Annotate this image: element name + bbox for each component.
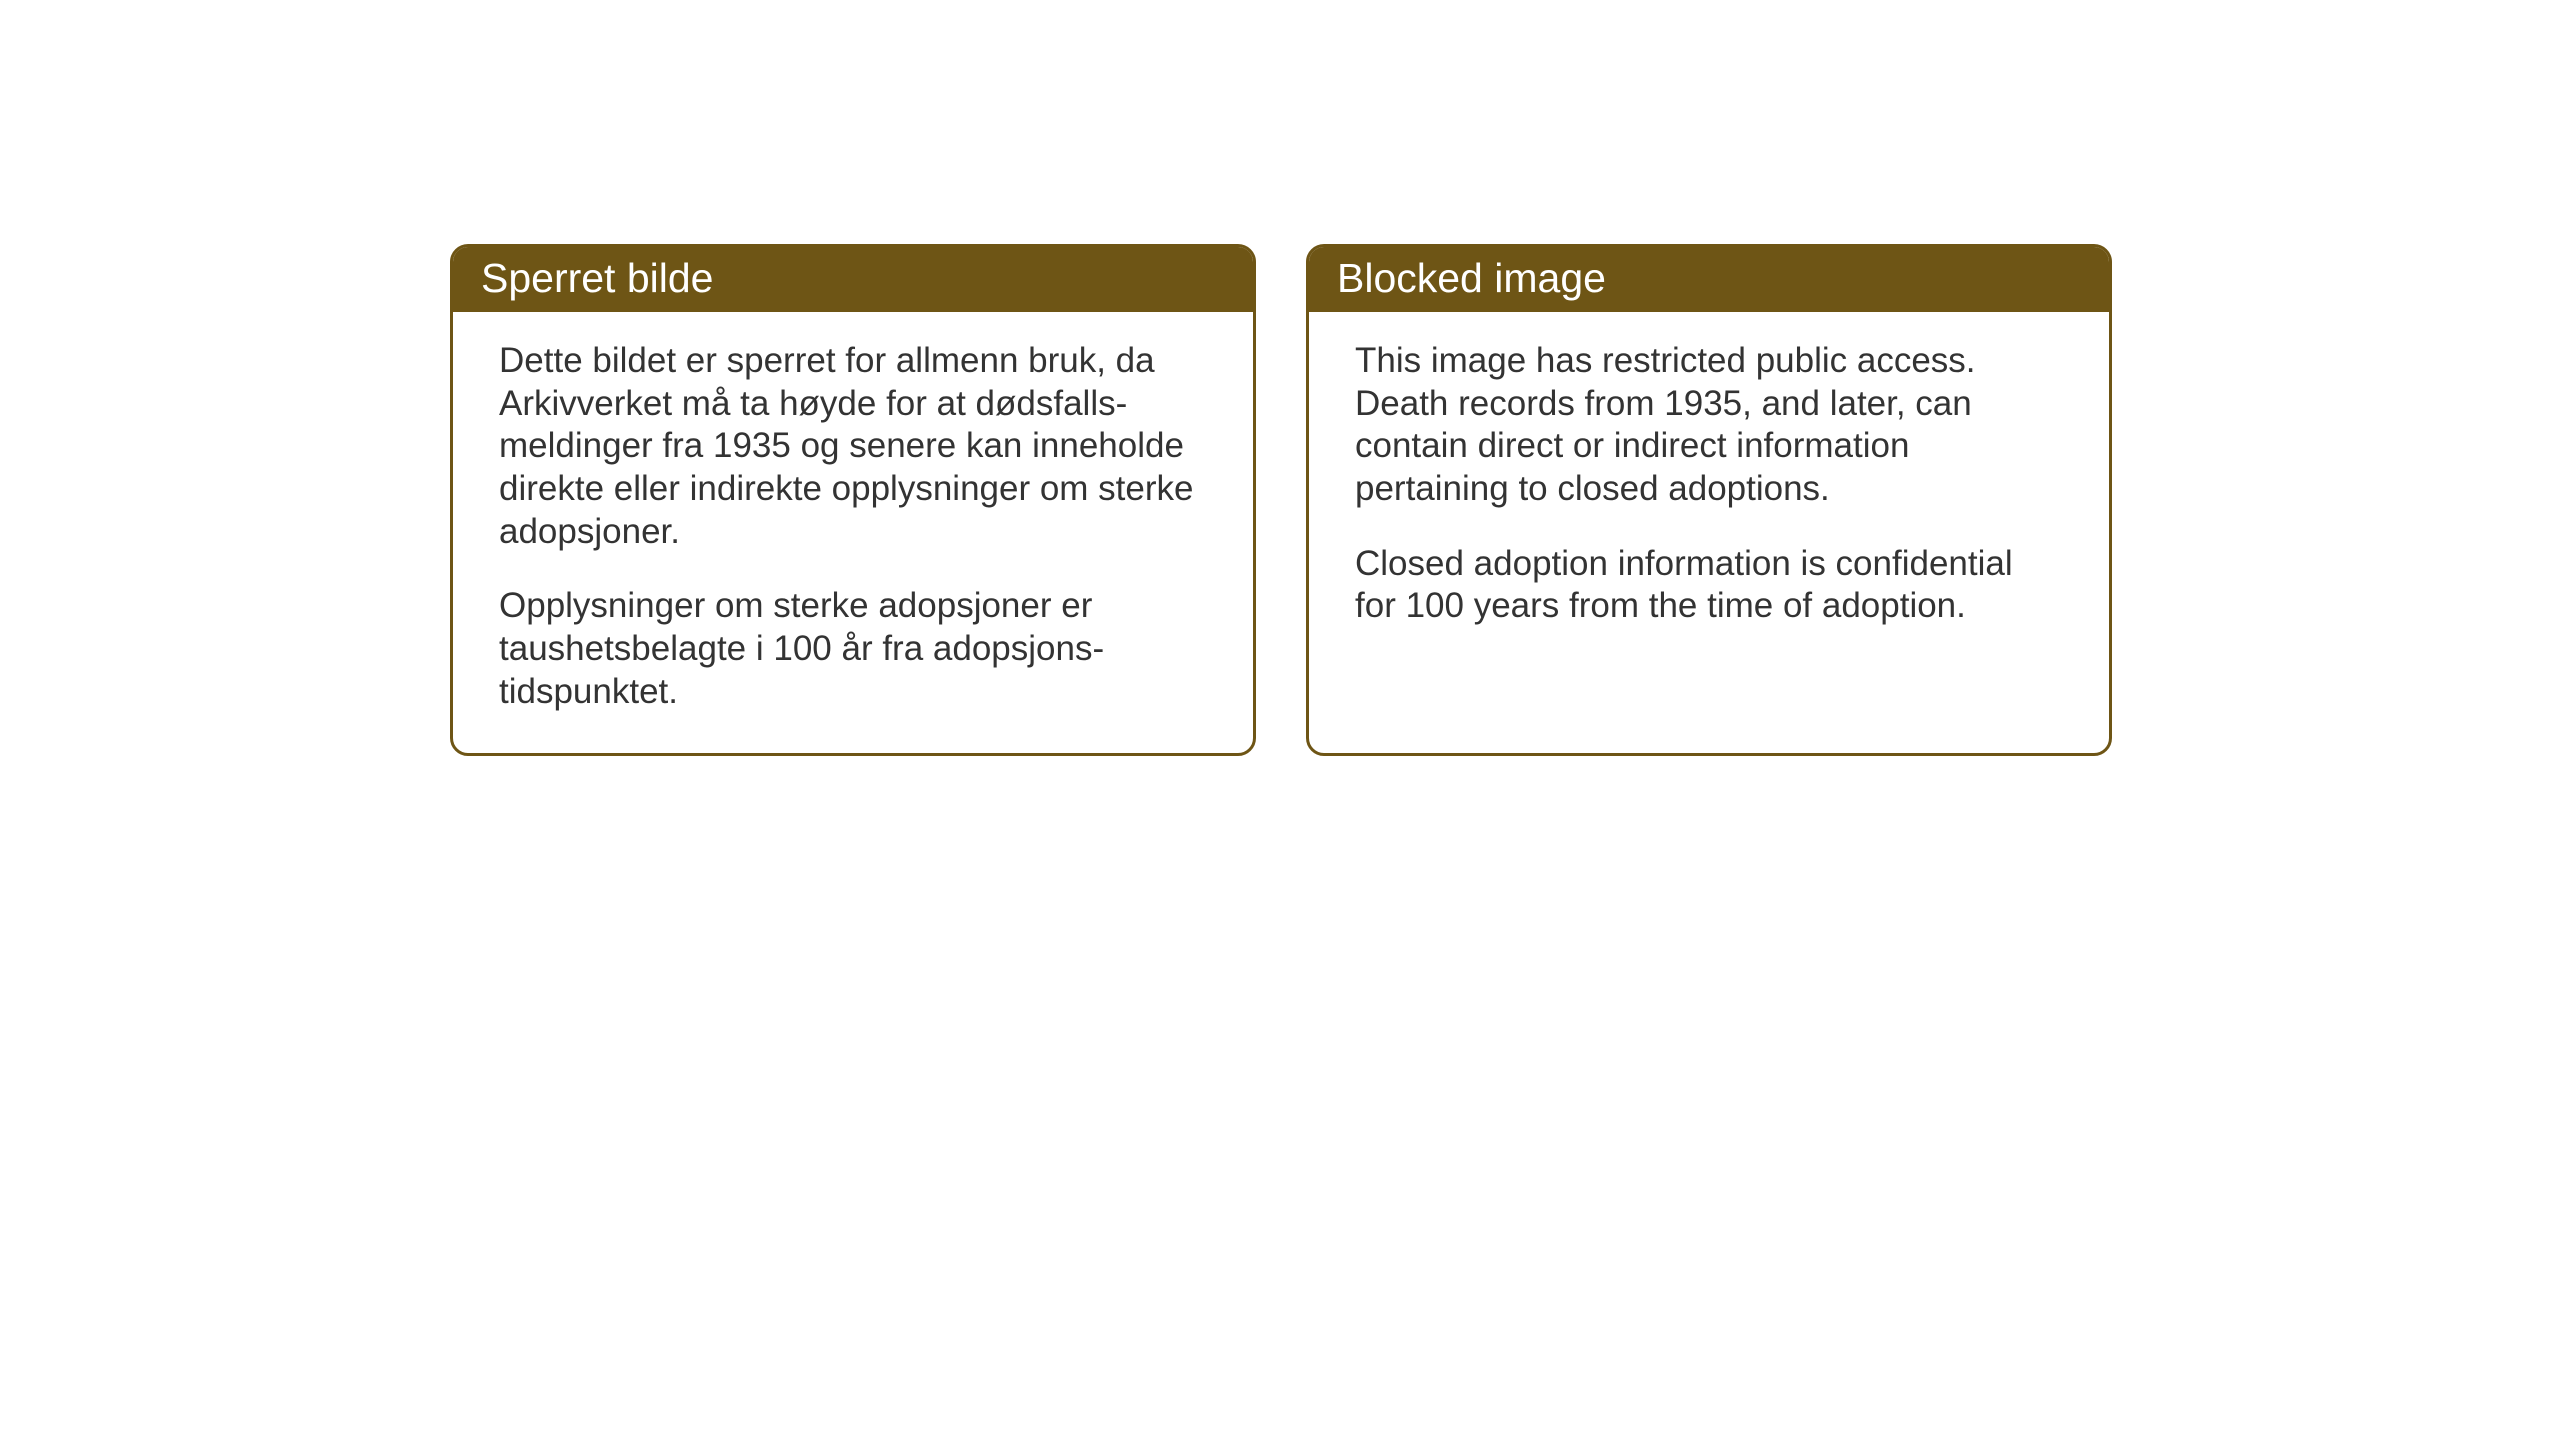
card-header-norwegian: Sperret bilde <box>453 247 1253 312</box>
card-paragraph-2-norwegian: Opplysninger om sterke adopsjoner er tau… <box>499 585 1207 713</box>
card-title-norwegian: Sperret bilde <box>481 255 713 301</box>
notice-card-norwegian: Sperret bilde Dette bildet er sperret fo… <box>450 244 1256 756</box>
card-paragraph-1-norwegian: Dette bildet er sperret for allmenn bruk… <box>499 340 1207 553</box>
card-paragraph-1-english: This image has restricted public access.… <box>1355 340 2063 511</box>
card-body-norwegian: Dette bildet er sperret for allmenn bruk… <box>453 312 1253 750</box>
card-header-english: Blocked image <box>1309 247 2109 312</box>
card-title-english: Blocked image <box>1337 255 1606 301</box>
card-paragraph-2-english: Closed adoption information is confident… <box>1355 543 2063 628</box>
notice-cards-container: Sperret bilde Dette bildet er sperret fo… <box>450 244 2112 756</box>
card-body-english: This image has restricted public access.… <box>1309 312 2109 664</box>
notice-card-english: Blocked image This image has restricted … <box>1306 244 2112 756</box>
